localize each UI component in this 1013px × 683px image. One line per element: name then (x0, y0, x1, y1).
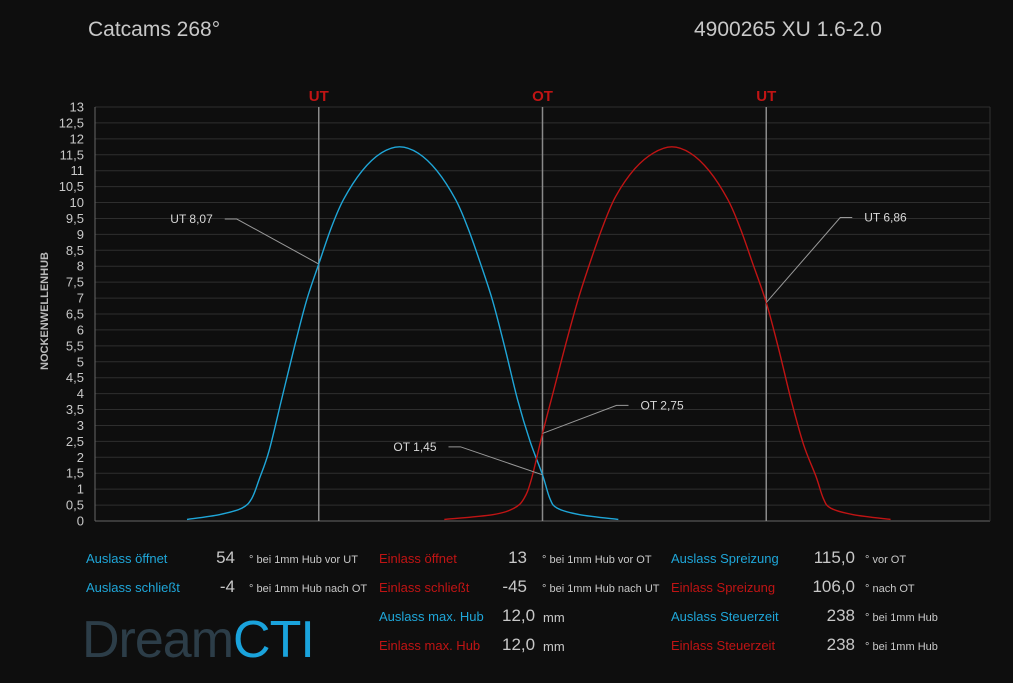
stat-unit: ° bei 1mm Hub (865, 612, 938, 624)
stat-label: Auslass schließt (86, 580, 180, 595)
stat-value: 13 (508, 548, 527, 567)
stat-unit: mm (543, 639, 565, 654)
y-tick-label: 13 (70, 100, 84, 115)
stat-unit: ° bei 1mm Hub vor UT (249, 554, 358, 566)
annotation-label: OT 2,75 (641, 398, 684, 412)
series-auslass (186, 146, 619, 521)
stat-unit: ° bei 1mm Hub nach UT (542, 583, 660, 595)
stat-label: Auslass Steuerzeit (671, 609, 779, 624)
annotation-leader (765, 217, 853, 303)
y-tick-label: 11 (71, 163, 85, 178)
annotation-leader (224, 218, 319, 265)
y-tick-label: 12 (70, 131, 84, 146)
stat-label: Einlass öffnet (379, 551, 457, 566)
y-tick-label: 7 (77, 291, 84, 306)
y-tick-label: 9,5 (66, 211, 84, 226)
marker-label-ut: UT (309, 88, 329, 105)
stat-value: -4 (219, 577, 235, 596)
marker-label-ot: OT (532, 88, 553, 105)
marker-label-ut: UT (756, 88, 776, 105)
y-tick-label: 3,5 (66, 402, 84, 417)
y-tick-label: 0,5 (66, 498, 84, 513)
stat-unit: ° vor OT (865, 554, 907, 566)
y-tick-label: 8 (77, 259, 84, 274)
y-tick-label: 10 (70, 195, 84, 210)
stat-value: 12,0 (502, 606, 536, 625)
y-tick-label: 5,5 (66, 338, 84, 353)
annotation-leader (448, 446, 543, 476)
y-tick-label: 10,5 (59, 179, 84, 194)
y-tick-label: 1 (77, 482, 84, 497)
y-tick-label: 4 (77, 386, 84, 401)
y-tick-label: 3 (77, 418, 84, 433)
y-tick-label: 9 (77, 227, 84, 242)
y-tick-label: 6,5 (66, 307, 84, 322)
y-tick-label: 4,5 (66, 370, 84, 385)
cam-lift-chart: 00,511,522,533,544,555,566,577,588,599,5… (59, 88, 991, 529)
y-tick-label: 2,5 (66, 434, 84, 449)
stat-label: Auslass max. Hub (379, 609, 484, 624)
stat-label: Einlass Spreizung (671, 580, 776, 595)
stat-value: 238 (826, 606, 855, 625)
stat-value: 115,0 (813, 548, 855, 567)
stat-label: Einlass schließt (379, 580, 470, 595)
stat-unit: ° bei 1mm Hub vor OT (542, 554, 652, 566)
y-tick-label: 11,5 (60, 147, 84, 162)
stat-unit: mm (543, 610, 565, 625)
annotation-label: OT 1,45 (393, 440, 436, 454)
stat-value: 106,0 (812, 577, 855, 596)
stat-value: -45 (502, 577, 527, 596)
stat-unit: ° nach OT (865, 583, 915, 595)
stat-label: Auslass Spreizung (671, 551, 779, 566)
stat-label: Auslass öffnet (86, 551, 168, 566)
y-tick-label: 1,5 (66, 466, 84, 481)
annotation-label: UT 6,86 (864, 211, 907, 225)
stat-value: 54 (216, 548, 235, 567)
y-tick-label: 5 (77, 354, 84, 369)
stat-unit: ° bei 1mm Hub (865, 641, 938, 653)
y-tick-label: 12,5 (59, 115, 84, 130)
stat-value: 238 (826, 635, 855, 654)
annotation-leader (542, 404, 629, 434)
stat-label: Einlass max. Hub (379, 638, 481, 653)
stat-value: 12,0 (502, 635, 536, 654)
y-tick-label: 6 (77, 322, 84, 337)
y-tick-label: 7,5 (66, 275, 84, 290)
y-tick-label: 0 (77, 514, 84, 529)
y-tick-label: 8,5 (66, 243, 84, 258)
stat-label: Einlass Steuerzeit (671, 638, 776, 653)
y-tick-label: 2 (77, 450, 84, 465)
annotation-label: UT 8,07 (170, 212, 213, 226)
series-einlass (444, 146, 891, 521)
logo: DreamCTI (82, 611, 315, 669)
part-number: 4900265 XU 1.6-2.0 (694, 18, 882, 41)
stat-unit: ° bei 1mm Hub nach OT (249, 583, 368, 595)
chart-title: Catcams 268° (88, 18, 221, 41)
